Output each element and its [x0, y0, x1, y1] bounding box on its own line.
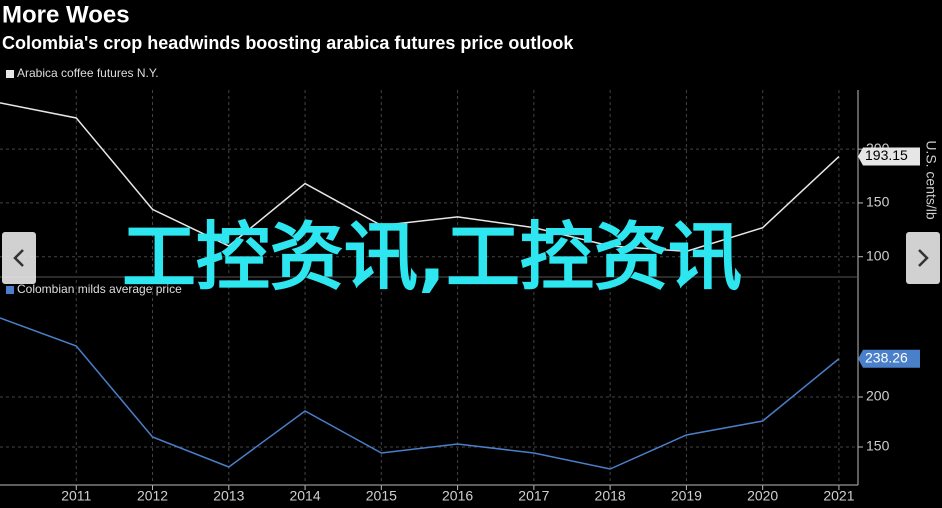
y-tick-label: 100 [866, 247, 890, 263]
legend-label: Arabica coffee futures N.Y. [17, 66, 159, 80]
x-tick-label: 2019 [671, 488, 702, 504]
y-tick-label: 150 [866, 438, 890, 454]
value-label: 238.26 [865, 349, 908, 365]
x-tick-label: 2018 [595, 488, 626, 504]
x-tick-label: 2013 [213, 488, 244, 504]
watermark: 工控资讯,工控资讯 [122, 215, 742, 301]
series-line [0, 317, 840, 470]
legend-label: Colombian milds average price [17, 282, 182, 296]
x-tick-label: 2012 [137, 488, 168, 504]
nav-next[interactable] [906, 232, 940, 284]
x-tick-label: 2020 [747, 488, 778, 504]
value-label: 193.15 [865, 147, 908, 163]
x-tick-label: 2016 [442, 488, 473, 504]
chart-title: More Woes [2, 1, 130, 28]
x-tick-label: 2011 [61, 488, 91, 504]
chart-subtitle: Colombia's crop headwinds boosting arabi… [2, 33, 574, 53]
series-line [0, 102, 840, 253]
legend-swatch [6, 286, 14, 294]
value-label-box [858, 349, 920, 368]
y-tick-label: 200 [866, 388, 890, 404]
x-tick-label: 2015 [366, 488, 397, 504]
y-axis-label: U.S. cents/lb [923, 140, 939, 220]
x-tick-label: 2021 [823, 488, 854, 504]
legend-swatch [6, 70, 14, 78]
nav-prev[interactable] [2, 232, 36, 284]
y-tick-label: 150 [866, 194, 890, 210]
x-tick-label: 2014 [289, 488, 320, 504]
x-tick-label: 2017 [518, 488, 549, 504]
value-label-box [858, 147, 920, 166]
